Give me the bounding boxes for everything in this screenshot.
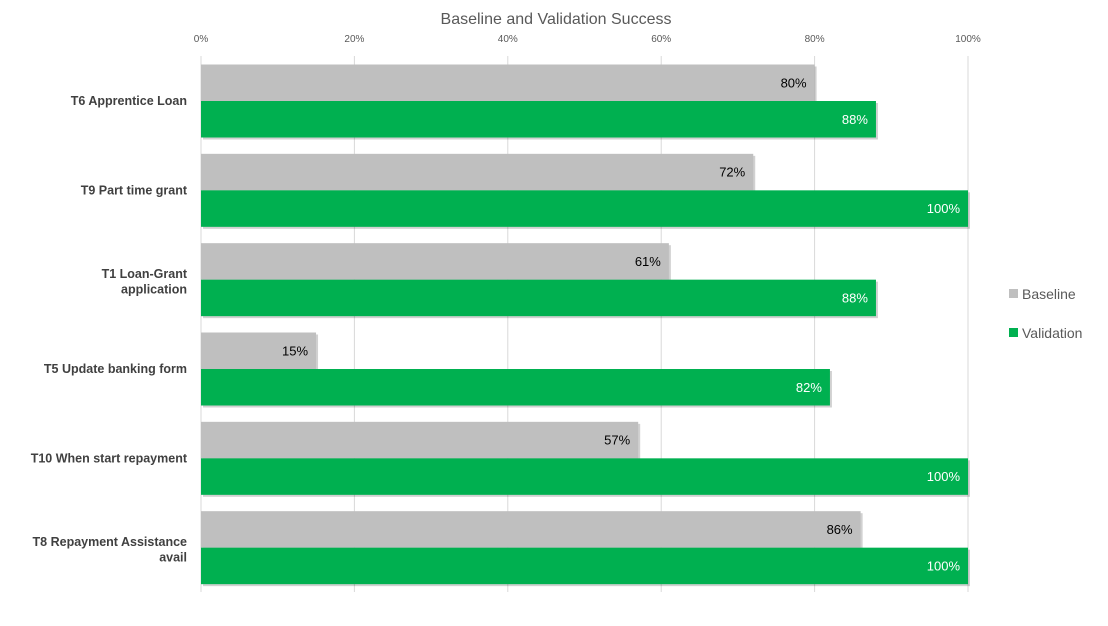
x-tick-label: 80% bbox=[805, 34, 825, 45]
bar-validation[interactable] bbox=[201, 547, 968, 585]
category-label: T1 Loan-Grant application bbox=[102, 267, 188, 297]
data-label: 86% bbox=[827, 522, 853, 537]
data-label: 80% bbox=[781, 75, 807, 90]
category-label: T10 When start repayment bbox=[31, 451, 188, 465]
x-axis-ticks: 0% 20% 40% 60% 80% 100% bbox=[194, 34, 981, 45]
data-label: 100% bbox=[927, 201, 961, 216]
legend-label: Baseline bbox=[1022, 286, 1076, 302]
x-tick-label: 100% bbox=[955, 34, 981, 45]
x-tick-label: 20% bbox=[344, 34, 364, 45]
bar-baseline[interactable] bbox=[201, 153, 754, 191]
legend-swatch bbox=[1009, 328, 1018, 337]
bar-validation[interactable] bbox=[201, 190, 968, 227]
bar-baseline[interactable] bbox=[201, 511, 861, 548]
bar-baseline[interactable] bbox=[201, 243, 669, 280]
bar-validation[interactable] bbox=[201, 458, 968, 495]
bar-validation[interactable] bbox=[201, 279, 876, 317]
x-tick-label: 40% bbox=[498, 34, 518, 45]
data-label: 100% bbox=[927, 558, 961, 573]
data-label: 100% bbox=[927, 469, 961, 484]
bar-baseline[interactable] bbox=[201, 64, 815, 102]
x-tick-label: 60% bbox=[651, 34, 671, 45]
category-label: T8 Repayment Assistance avail bbox=[33, 535, 188, 565]
category-label: T9 Part time grant bbox=[81, 183, 188, 197]
chart-title: Baseline and Validation Success bbox=[441, 11, 672, 28]
data-label: 88% bbox=[842, 290, 868, 305]
bar-validation[interactable] bbox=[201, 369, 830, 406]
x-tick-label: 0% bbox=[194, 34, 209, 45]
data-label: 61% bbox=[635, 254, 661, 269]
data-label: 57% bbox=[604, 433, 630, 448]
bars: 80% 88% 72% 100% 61% 88% 15% 82% 57% 100% 86% 100% bbox=[201, 64, 970, 587]
category-label: T5 Update banking form bbox=[44, 362, 187, 376]
gridlines bbox=[200, 56, 969, 592]
bar-baseline[interactable] bbox=[201, 332, 317, 370]
data-label: 15% bbox=[282, 343, 308, 358]
data-label: 72% bbox=[719, 165, 745, 180]
legend[interactable]: Baseline Validation bbox=[1009, 286, 1082, 341]
category-label: T6 Apprentice Loan bbox=[71, 94, 187, 108]
legend-swatch bbox=[1009, 289, 1018, 298]
bar-baseline[interactable] bbox=[201, 421, 639, 459]
legend-label: Validation bbox=[1022, 325, 1082, 341]
data-label: 88% bbox=[842, 112, 868, 127]
bar-validation[interactable] bbox=[201, 101, 876, 138]
category-labels: T6 Apprentice Loan T9 Part time grant T1 L… bbox=[31, 94, 188, 565]
data-label: 82% bbox=[796, 380, 822, 395]
